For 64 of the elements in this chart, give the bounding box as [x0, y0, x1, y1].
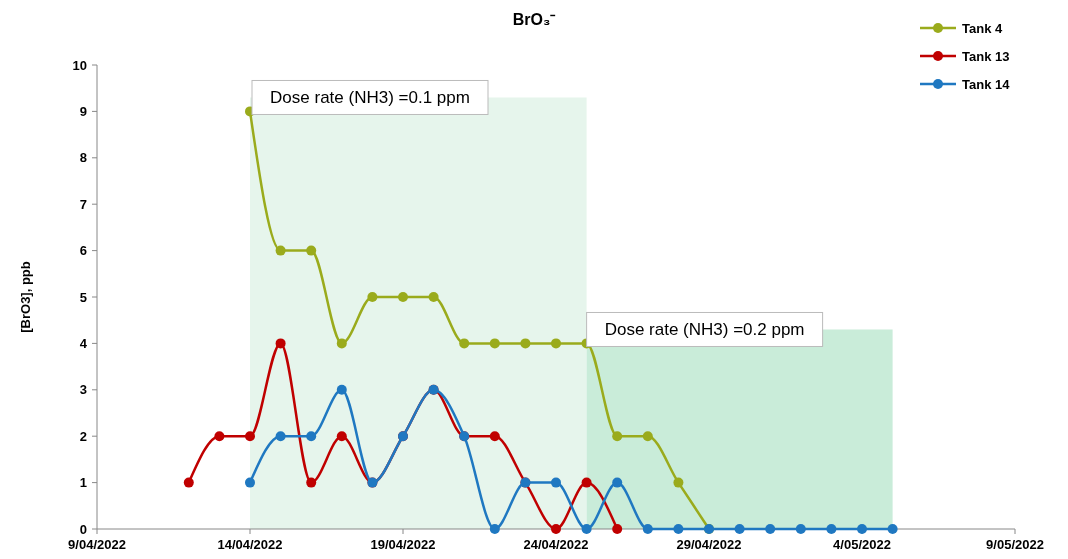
x-tick-label: 4/05/2022 [833, 537, 891, 552]
point [275, 338, 286, 349]
legend-label: Tank 13 [962, 48, 1010, 64]
y-tick-label: 8 [79, 150, 87, 166]
point [306, 431, 317, 442]
point [214, 431, 225, 442]
y-tick-label: 4 [79, 335, 88, 351]
point [887, 524, 898, 534]
x-tick-label: 9/05/2022 [986, 537, 1044, 552]
point [642, 431, 653, 442]
point [551, 524, 561, 534]
point [306, 477, 317, 488]
legend-label: Tank 4 [962, 20, 1003, 36]
point [551, 477, 561, 488]
point [581, 524, 592, 534]
point [734, 524, 745, 534]
point [551, 338, 561, 349]
point [306, 245, 317, 256]
point [612, 477, 623, 488]
chart-title: BrO₃⁻ [512, 11, 557, 28]
y-tick-label: 6 [79, 243, 87, 259]
point [336, 431, 347, 442]
point [673, 524, 684, 534]
point [489, 524, 500, 534]
x-tick-label: 9/04/2022 [68, 537, 126, 552]
legend-label: Tank 14 [962, 76, 1011, 92]
y-tick-label: 7 [79, 196, 87, 212]
point [336, 338, 347, 349]
y-tick-label: 1 [79, 475, 87, 491]
point [489, 338, 500, 349]
x-tick-label: 29/04/2022 [676, 537, 742, 552]
y-tick-label: 9 [79, 103, 87, 119]
point [612, 431, 623, 442]
x-tick-label: 19/04/2022 [370, 537, 436, 552]
y-tick-label: 10 [72, 57, 87, 73]
point [673, 477, 684, 488]
y-tick-label: 5 [79, 289, 87, 305]
point [275, 245, 286, 256]
y-tick-label: 0 [79, 521, 87, 537]
point [765, 524, 776, 534]
point [795, 524, 806, 534]
point [520, 338, 531, 349]
y-axis-title: [BrO3], ppb [18, 261, 33, 333]
point [245, 477, 255, 488]
y-tick-label: 2 [79, 428, 87, 444]
point [183, 477, 194, 488]
band-label: Dose rate (NH3) =0.1 ppm [270, 88, 470, 108]
x-tick-label: 24/04/2022 [523, 537, 589, 552]
point [581, 477, 592, 488]
point [367, 292, 378, 302]
x-tick-label: 14/04/2022 [217, 537, 283, 552]
point [489, 431, 500, 442]
point [245, 431, 255, 442]
y-tick-label: 3 [79, 382, 87, 398]
point [642, 524, 653, 534]
point [275, 431, 286, 442]
point [612, 524, 623, 534]
point [459, 338, 470, 349]
point [428, 292, 439, 302]
point [398, 292, 408, 302]
point [857, 524, 867, 534]
band-label: Dose rate (NH3) =0.2 ppm [604, 320, 805, 340]
point [826, 524, 837, 534]
point [336, 384, 347, 395]
